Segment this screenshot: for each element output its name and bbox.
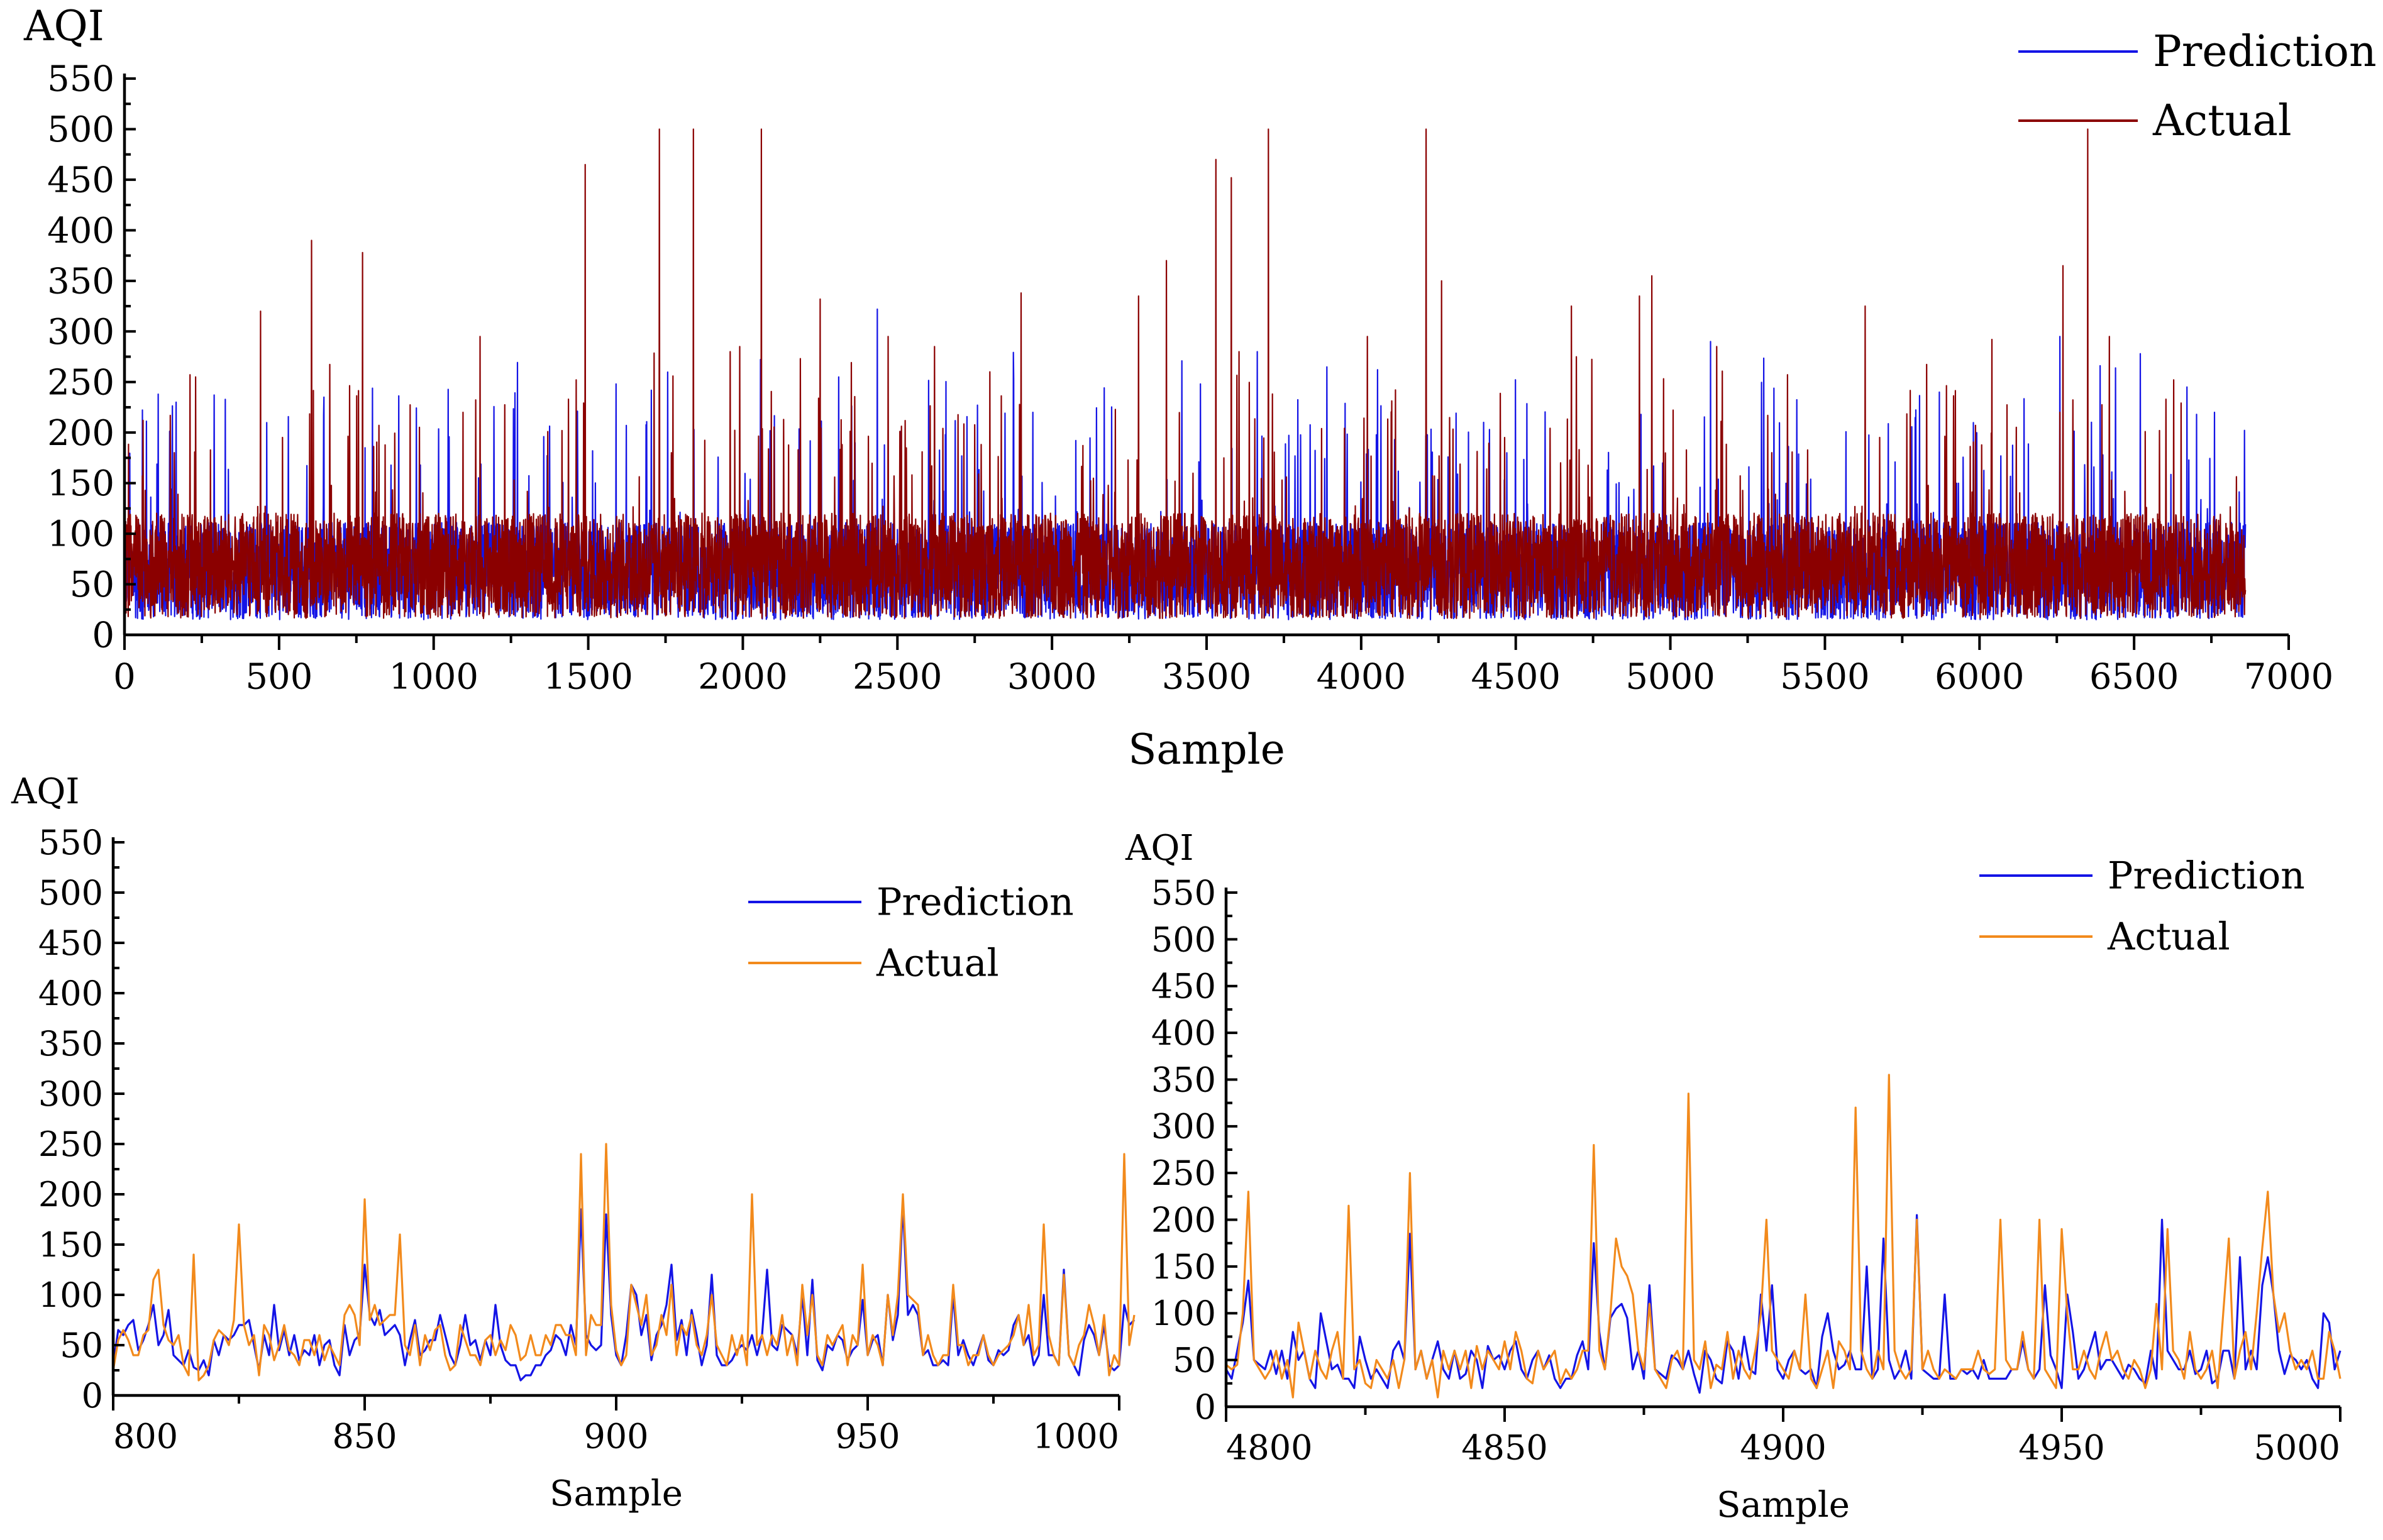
- y-tick-label: 400: [47, 211, 114, 251]
- legend-label-actual: Actual: [2107, 915, 2230, 959]
- y-tick-label: 350: [38, 1024, 103, 1064]
- x-tick-label: 4500: [1471, 657, 1561, 698]
- series-line-prediction: [112, 1203, 1136, 1382]
- y-tick-label: 450: [47, 160, 114, 201]
- legend-label-prediction: Prediction: [876, 880, 1074, 924]
- x-tick-label: 4800: [1226, 1427, 1312, 1467]
- x-tick-label: 5000: [2254, 1427, 2340, 1467]
- chart-panel-bottom-right: 0 50 100 150 200 250 300 350 400 450 500 550 4800 485…: [1125, 828, 2342, 1526]
- y-tick-label: 300: [1151, 1107, 1216, 1147]
- y-tick-label: 450: [1151, 967, 1216, 1006]
- y-tick-label: 150: [1151, 1247, 1216, 1287]
- y-tick-label: 0: [82, 1376, 103, 1416]
- y-tick-label: 400: [38, 974, 103, 1013]
- x-tick-label: 4850: [1461, 1427, 1547, 1467]
- x-tick-label: 4000: [1317, 657, 1407, 698]
- x-tick-label: 3000: [1007, 657, 1097, 698]
- x-tick-label: 900: [583, 1416, 648, 1456]
- legend-label-prediction: Prediction: [2108, 854, 2305, 898]
- y-axis-title: AQI: [11, 771, 79, 812]
- x-tick-label: 7000: [2244, 657, 2334, 698]
- y-tick-label: 500: [47, 109, 114, 150]
- y-axis-title: AQI: [1125, 828, 1193, 869]
- series-line-prediction: [1225, 1214, 2342, 1394]
- y-tick-label: 200: [38, 1175, 103, 1214]
- series-line-actual: [1225, 1074, 2342, 1399]
- y-tick-label: 150: [38, 1225, 103, 1265]
- y-tick-label: 0: [1195, 1387, 1216, 1427]
- x-tick-label: 5000: [1625, 657, 1715, 698]
- legend-label-actual: Actual: [2152, 96, 2292, 146]
- y-tick-label: 100: [38, 1275, 103, 1315]
- x-tick-label: 2500: [853, 657, 943, 698]
- y-tick-label: 100: [47, 514, 114, 555]
- x-axis-title: Sample: [1128, 725, 1285, 774]
- y-tick-label: 100: [1151, 1294, 1216, 1333]
- y-tick-label: 300: [47, 312, 114, 353]
- x-tick-label: 1500: [543, 657, 633, 698]
- x-tick-label: 800: [113, 1416, 178, 1456]
- y-tick-label: 300: [38, 1074, 103, 1114]
- x-tick-label: 6500: [2089, 657, 2179, 698]
- x-tick-label: 1000: [389, 657, 478, 698]
- y-tick-label: 250: [1151, 1153, 1216, 1193]
- y-tick-label: 550: [38, 823, 103, 862]
- legend: Prediction Actual: [748, 880, 1074, 985]
- y-tick-label: 0: [92, 615, 114, 656]
- legend-label-prediction: Prediction: [2153, 27, 2377, 77]
- series-line-actual: [112, 1143, 1136, 1382]
- y-tick-label: 500: [38, 873, 103, 913]
- x-tick-label: 850: [332, 1416, 397, 1456]
- y-tick-label: 500: [1151, 920, 1216, 959]
- legend-label-actual: Actual: [876, 941, 999, 985]
- y-tick-label: 200: [47, 413, 114, 454]
- x-tick-label: 6000: [1935, 657, 2025, 698]
- legend: Prediction Actual: [1979, 854, 2305, 959]
- series-line-actual: [123, 128, 2247, 619]
- x-tick-label: 4900: [1740, 1427, 1826, 1467]
- y-tick-label: 150: [47, 463, 114, 504]
- x-axis-title: Sample: [550, 1473, 683, 1514]
- x-tick-label: 3500: [1162, 657, 1252, 698]
- y-axis-title: AQI: [23, 2, 104, 50]
- x-tick-label: 0: [113, 657, 136, 698]
- x-tick-label: 500: [245, 657, 312, 698]
- y-tick-label: 400: [1151, 1013, 1216, 1053]
- y-tick-label: 350: [1151, 1060, 1216, 1099]
- y-tick-label: 50: [60, 1326, 103, 1365]
- y-tick-label: 50: [1173, 1341, 1216, 1380]
- x-tick-label: 950: [835, 1416, 900, 1456]
- x-tick-label: 2000: [698, 657, 788, 698]
- x-axis-title: Sample: [1717, 1485, 1850, 1526]
- y-tick-label: 350: [47, 261, 114, 302]
- y-tick-label: 450: [38, 923, 103, 963]
- legend: Prediction Actual: [2018, 27, 2377, 146]
- chart-panel-bottom-left: 0 50 100 150 200 250 300 350 400 450 500 550 800 850 9…: [11, 771, 1136, 1514]
- y-tick-label: 200: [1151, 1200, 1216, 1240]
- y-tick-label: 550: [47, 59, 114, 100]
- x-tick-label: 4950: [2018, 1427, 2104, 1467]
- y-tick-label: 550: [1151, 873, 1216, 913]
- y-tick-label: 250: [47, 362, 114, 403]
- x-tick-label: 5500: [1780, 657, 1870, 698]
- y-tick-label: 50: [70, 564, 114, 605]
- y-tick-label: 250: [38, 1125, 103, 1164]
- x-tick-label: 1000: [1033, 1416, 1119, 1456]
